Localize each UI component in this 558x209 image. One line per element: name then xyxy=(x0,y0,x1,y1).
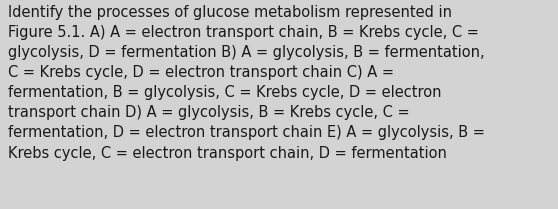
Text: Identify the processes of glucose metabolism represented in
Figure 5.1. A) A = e: Identify the processes of glucose metabo… xyxy=(8,5,485,161)
